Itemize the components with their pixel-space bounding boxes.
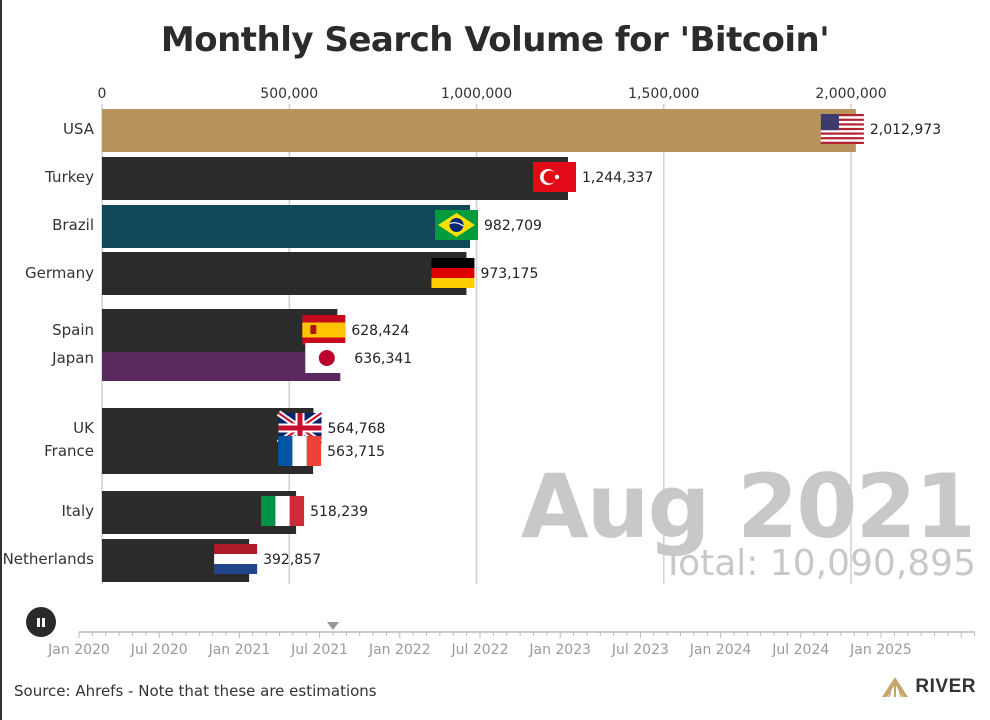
- timeline-label: Jul 2022: [451, 642, 509, 658]
- turkey-flag-icon: [533, 162, 577, 192]
- brazil-flag-icon: [435, 210, 479, 240]
- category-label: UK: [73, 419, 95, 437]
- timeline-label: Jan 2023: [528, 642, 591, 658]
- brand-name: RIVER: [915, 676, 976, 697]
- pause-button[interactable]: [26, 607, 56, 637]
- timeline-label: Jan 2021: [208, 642, 271, 658]
- total-watermark: Total: 10,090,895: [662, 543, 976, 584]
- value-label: 1,244,337: [582, 170, 653, 186]
- timeline-label: Jul 2024: [771, 642, 829, 658]
- value-label: 564,768: [328, 421, 386, 437]
- source-note: Source: Ahrefs - Note that these are est…: [14, 682, 377, 700]
- timeline-handle[interactable]: [326, 622, 339, 630]
- timeline-label: Jan 2025: [849, 642, 912, 658]
- value-label: 392,857: [263, 552, 321, 568]
- river-logo-icon: [882, 677, 909, 698]
- category-label: Turkey: [44, 168, 94, 186]
- category-label: Brazil: [52, 216, 94, 234]
- france-flag-icon: [278, 436, 322, 466]
- x-tick-label: 0: [98, 86, 107, 102]
- bar-usa: [102, 109, 856, 152]
- value-label: 563,715: [327, 444, 385, 460]
- bar-japan: [102, 352, 341, 381]
- chart-title: Monthly Search Volume for 'Bitcoin': [160, 20, 830, 60]
- value-label: 518,239: [310, 504, 368, 520]
- japan-flag-icon: [305, 343, 349, 373]
- x-tick-label: 1,000,000: [441, 86, 512, 102]
- value-label: 982,709: [484, 218, 542, 234]
- bar-turkey: [102, 157, 569, 200]
- timeline-label: Jan 2022: [368, 642, 431, 658]
- bar-brazil: [102, 205, 471, 248]
- category-label: Spain: [52, 321, 94, 339]
- bar-germany: [102, 252, 467, 295]
- bar-spain: [102, 309, 338, 352]
- timeline-label: Jul 2020: [130, 642, 188, 658]
- category-label: France: [44, 442, 94, 460]
- germany-flag-icon: [431, 258, 475, 288]
- value-label: 628,424: [351, 323, 409, 339]
- brand-logo: RIVER: [881, 676, 976, 698]
- x-tick-label: 2,000,000: [815, 86, 886, 102]
- timeline-label: Jan 2024: [689, 642, 752, 658]
- current-date-watermark: Aug 2021: [520, 455, 976, 558]
- category-label: Germany: [25, 264, 94, 282]
- x-tick-label: 500,000: [260, 86, 318, 102]
- value-label: 2,012,973: [870, 122, 941, 138]
- category-label: Netherlands: [3, 550, 95, 568]
- pause-icon: [37, 617, 40, 627]
- netherlands-flag-icon: [214, 544, 258, 574]
- spain-flag-icon: [302, 315, 346, 345]
- timeline-label: Jul 2021: [290, 642, 348, 658]
- timeline-label: Jul 2023: [611, 642, 669, 658]
- x-tick-label: 1,500,000: [628, 86, 699, 102]
- timeline-label: Jan 2020: [47, 642, 110, 658]
- category-label: USA: [63, 120, 95, 138]
- usa-flag-icon: [820, 114, 864, 144]
- value-label: 636,341: [354, 351, 412, 367]
- category-label: Japan: [51, 349, 94, 367]
- bar-france: [102, 431, 314, 474]
- value-label: 973,175: [480, 266, 538, 282]
- category-label: Italy: [61, 502, 94, 520]
- italy-flag-icon: [261, 496, 305, 526]
